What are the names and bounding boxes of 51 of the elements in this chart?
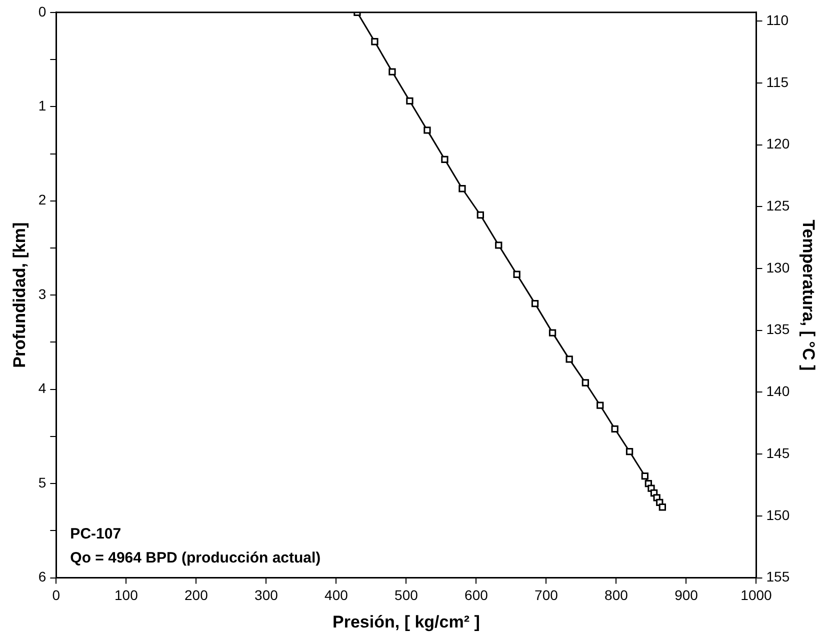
x-axis-title: Presión, [ kg/cm² ] [332,612,480,632]
point [626,448,634,456]
point [548,329,556,336]
point [424,126,431,134]
y2-tick-label: 115 [766,74,789,90]
point [371,38,378,46]
annotation: Qo = 4964 BPD (producción actual) [70,549,321,566]
y-tick-label: 6 [38,568,46,585]
point [611,425,618,432]
x-tick-label: 900 [674,587,698,604]
y2-tick-label: 120 [766,136,790,152]
y2-tick-label: 135 [766,321,790,338]
point [406,97,414,105]
point [531,300,539,308]
x-tick-label: 600 [464,587,488,604]
annotation: PC-107 [70,525,122,542]
x-tick-label: 800 [604,587,628,604]
x-tick-label: 1000 [740,587,772,604]
point [388,68,396,76]
point [582,379,590,386]
point [658,504,666,511]
x-tick-label: 400 [324,587,348,604]
x-tick-label: 200 [184,587,208,604]
y-tick-label: 1 [38,97,46,114]
x-tick-label: 700 [534,587,558,604]
x-tick-label: 100 [114,587,138,604]
x-tick-label: 500 [394,587,418,604]
y2-tick-label: 140 [766,383,790,400]
point [513,270,520,278]
y2-tick-label: 130 [766,259,790,276]
point [476,211,484,219]
point [641,472,649,480]
y2-tick-label: 125 [766,198,790,214]
point [495,242,502,249]
x-tick-label: 300 [254,587,278,604]
y-tick-label: 2 [38,192,46,208]
y-axis-title: Profundidad, [km] [10,222,29,368]
point [566,356,573,363]
y2-tick-label: 145 [766,444,790,461]
y2-axis-title: Temperatura, [ °C ] [799,220,818,371]
y-tick-label: 4 [38,380,46,396]
x-tick-label: 0 [52,587,60,604]
point [441,156,448,163]
y-tick-label: 0 [38,3,46,20]
y2-tick-label: 155 [766,568,790,585]
y-tick-label: 5 [38,474,46,490]
y-tick-label: 3 [38,286,46,302]
point [458,185,466,192]
point [596,402,604,409]
y2-tick-label: 150 [766,506,790,523]
y2-tick-label: 110 [766,12,789,28]
